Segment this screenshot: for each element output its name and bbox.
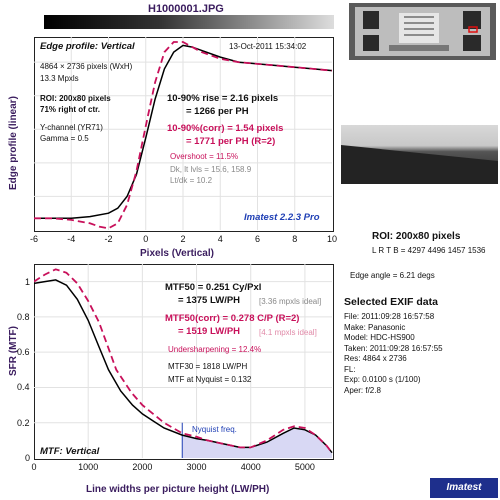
edge-xtick-6: 6 <box>255 234 261 244</box>
grayscale-bar <box>44 15 334 29</box>
imatest-version: Imatest 2.2.3 Pro <box>244 212 320 223</box>
mtf-nyquist-area <box>182 428 332 458</box>
edge-profile-chart <box>34 37 333 230</box>
roi-title: ROI: 200x80 pixels <box>372 231 461 242</box>
edge-x-label: Pixels (Vertical) <box>140 248 214 259</box>
mtf-series-measured <box>34 279 333 454</box>
exif-file: File: 2011:09:28 16:57:58 <box>344 312 435 321</box>
roi-thumbnail <box>341 125 498 184</box>
rise-text: 10-90% rise = 2.16 pixels <box>167 93 279 104</box>
edge-title: Edge profile: Vertical <box>40 41 135 52</box>
edge-chart-frame <box>34 37 334 232</box>
undersharp-text: Undersharpening = 12.4% <box>168 345 262 354</box>
mtf-ytick-1: 0.8 <box>17 311 30 322</box>
mtf-xtick-3: 3000 <box>186 462 207 472</box>
edge-angle: Edge angle = 6.21 degs <box>350 271 435 280</box>
exif-exp: Exp: 0.0100 s (1/100) <box>344 375 421 384</box>
mtf-xtick-0: 0 <box>31 462 37 472</box>
edge-gamma: Gamma = 0.5 <box>40 134 89 143</box>
mtf50-ideal-text: [3.36 mpxls ideal] <box>259 297 322 306</box>
mtf-xtick-2: 2000 <box>132 462 153 472</box>
rise-lwph-text: = 1266 per PH <box>186 106 249 117</box>
edge-xtick-2: -2 <box>104 234 113 244</box>
mtf50corr-ideal-text: [4.1 mpxls ideal] <box>259 328 317 337</box>
exif-res: Res: 4864 x 2736 <box>344 354 407 363</box>
exif-title: Selected EXIF data <box>344 296 438 308</box>
exif-make: Make: Panasonic <box>344 322 406 332</box>
mtf-ytick-0: 1 <box>25 276 31 287</box>
rise-corr-lwph-text: = 1771 per PH (R=2) <box>186 136 276 147</box>
mtf-x-label: Line widths per picture height (LW/PH) <box>86 484 270 495</box>
edge-xtick-8: 10 <box>327 234 338 244</box>
edge-series-corrected <box>34 41 333 230</box>
mtf-nyquist-text: MTF at Nyquist = 0.132 <box>168 375 252 384</box>
edge-roi: ROI: 200x80 pixels <box>40 94 111 103</box>
imatest-logo: Imatest <box>430 478 498 498</box>
edge-mpxls: 13.3 Mpxls <box>40 74 79 83</box>
edge-xtick-5: 4 <box>217 234 223 244</box>
overshoot-text: Overshoot = 11.5% <box>170 152 239 161</box>
exif-model: Model: HDC-HS900 <box>344 333 415 342</box>
edge-xtick-7: 8 <box>292 234 298 244</box>
edge-pixels: 4864 × 2736 pixels (WxH) <box>40 62 133 71</box>
mtf50corr-lwph-text: = 1519 LW/PH <box>178 326 241 337</box>
edge-xtick-0: -6 <box>30 234 39 244</box>
dk-levels-text: Dk, lt lvls = 15.6, 158.9 <box>170 165 252 174</box>
mtf-ytick-3: 0.4 <box>17 382 30 393</box>
mtf30-text: MTF30 = 1818 LW/PH <box>168 362 248 371</box>
exif-fl: FL: <box>344 364 356 374</box>
mtf-chart-frame <box>34 264 334 460</box>
mtf-title: MTF: Vertical <box>40 446 100 457</box>
mtf50-lwph-text: = 1375 LW/PH <box>178 295 241 306</box>
edge-date: 13-Oct-2011 15:34:02 <box>229 42 307 51</box>
mtf-chart <box>34 264 333 458</box>
roi-lrtb: L R T B = 4297 4496 1457 1536 <box>372 246 486 255</box>
edge-channel: Y-channel (YR71) <box>40 123 103 132</box>
mtf-xtick-1: 1000 <box>78 462 99 472</box>
mtf-xtick-5: 5000 <box>294 462 315 472</box>
exif-taken: Taken: 2011:09:28 16:57:55 <box>344 343 443 353</box>
mtf-xtick-4: 4000 <box>240 462 261 472</box>
edge-xtick-4: 2 <box>180 234 186 244</box>
mtf-ytick-5: 0 <box>25 453 31 463</box>
edge-xtick-3: 0 <box>143 234 149 244</box>
mtf-ytick-4: 0.2 <box>17 417 30 428</box>
mtf-series-corrected <box>34 268 333 454</box>
mtf50corr-text: MTF50(corr) = 0.278 C/P (R=2) <box>165 313 300 324</box>
ltdk-text: Lt/dk = 10.2 <box>170 176 213 185</box>
file-title: H1000001.JPG <box>148 3 224 15</box>
exif-aper: Aper: f/2.8 <box>344 385 381 395</box>
edge-xtick-1: -4 <box>67 234 76 244</box>
chart-thumbnail <box>349 3 496 60</box>
mtf50-text: MTF50 = 0.251 Cy/Pxl <box>165 282 262 293</box>
exif-list: File: 2011:09:28 16:57:58 Make: Panasoni… <box>344 312 443 396</box>
rise-corr-text: 10-90%(corr) = 1.54 pixels <box>167 123 284 134</box>
mtf-ytick-2: 0.6 <box>17 347 30 358</box>
nyquist-label: Nyquist freq. <box>192 425 237 434</box>
edge-y-label: Edge profile (linear) <box>8 96 19 190</box>
edge-roi-pos: 71% right of ctr. <box>40 105 101 114</box>
